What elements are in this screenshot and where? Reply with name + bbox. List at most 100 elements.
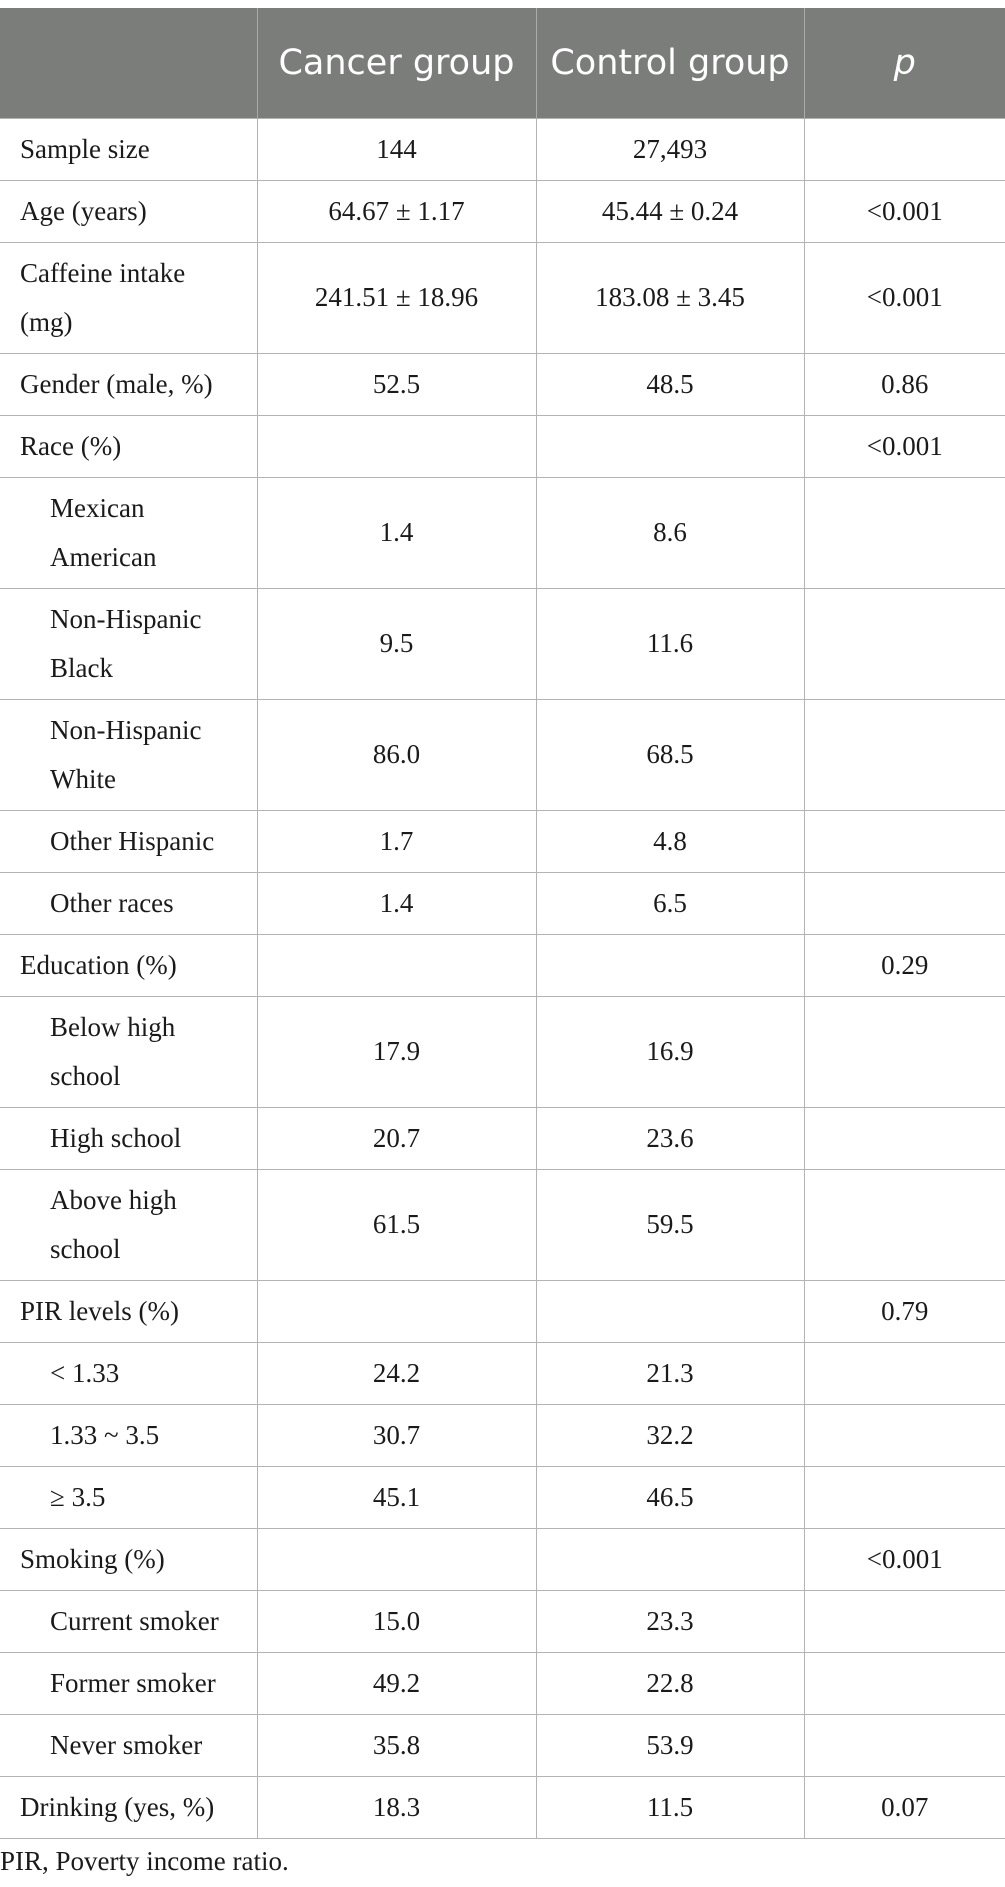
p-value [803, 476, 1005, 589]
header-label [0, 8, 257, 118]
cancer-group-value: 1.4 [256, 871, 537, 935]
table-row: Non-Hispanic White 86.0 68.5 [0, 698, 1005, 811]
table-row: < 1.33 24.2 21.3 [0, 1341, 1005, 1405]
row-label: Caffeine intake (mg) [0, 241, 258, 354]
control-group-value: 4.8 [535, 809, 805, 873]
cancer-group-value: 52.5 [256, 352, 537, 416]
cancer-group-value: 49.2 [256, 1651, 537, 1715]
p-value [803, 1651, 1005, 1715]
row-label: Above high school [0, 1168, 258, 1281]
row-label: Below high school [0, 995, 258, 1108]
control-group-value [535, 933, 805, 997]
control-group-value: 27,493 [535, 117, 805, 181]
row-label: Gender (male, %) [0, 352, 258, 416]
row-label: Other races [0, 871, 258, 935]
cancer-group-value: 15.0 [256, 1589, 537, 1653]
control-group-value [535, 1527, 805, 1591]
cancer-group-value: 64.67 ± 1.17 [256, 179, 537, 243]
cancer-group-value: 1.7 [256, 809, 537, 873]
p-value [803, 1465, 1005, 1529]
p-value [803, 1589, 1005, 1653]
control-group-value [535, 1279, 805, 1343]
p-value: 0.29 [803, 933, 1005, 997]
header-p-value: p [803, 8, 1005, 118]
control-group-value: 22.8 [535, 1651, 805, 1715]
control-group-value: 16.9 [535, 995, 805, 1108]
table-row: Below high school 17.9 16.9 [0, 995, 1005, 1108]
table-row: Never smoker 35.8 53.9 [0, 1713, 1005, 1777]
cancer-group-value: 17.9 [256, 995, 537, 1108]
p-value: 0.07 [803, 1775, 1005, 1839]
table-row: Education (%) 0.29 [0, 933, 1005, 997]
p-value: <0.001 [803, 414, 1005, 478]
cancer-group-value: 30.7 [256, 1403, 537, 1467]
header-cancer-group: Cancer group [256, 8, 536, 118]
table-row: Sample size 144 27,493 [0, 117, 1005, 181]
cancer-group-value: 61.5 [256, 1168, 537, 1281]
cancer-group-value [256, 1279, 537, 1343]
control-group-value: 6.5 [535, 871, 805, 935]
table-row: Above high school 61.5 59.5 [0, 1168, 1005, 1281]
p-value: <0.001 [803, 1527, 1005, 1591]
table-row: Mexican American 1.4 8.6 [0, 476, 1005, 589]
p-value [803, 871, 1005, 935]
table-row: Drinking (yes, %) 18.3 11.5 0.07 [0, 1775, 1005, 1839]
control-group-value: 23.6 [535, 1106, 805, 1170]
control-group-value: 48.5 [535, 352, 805, 416]
table-row: ≥ 3.5 45.1 46.5 [0, 1465, 1005, 1529]
table-row: Age (years) 64.67 ± 1.17 45.44 ± 0.24 <0.00… [0, 179, 1005, 243]
table-row: Race (%) <0.001 [0, 414, 1005, 478]
cancer-group-value: 241.51 ± 18.96 [256, 241, 537, 354]
cancer-group-value: 86.0 [256, 698, 537, 811]
table-row: Non-Hispanic Black 9.5 11.6 [0, 587, 1005, 700]
row-label: Non-Hispanic White [0, 698, 258, 811]
row-label: Non-Hispanic Black [0, 587, 258, 700]
p-value [803, 995, 1005, 1108]
row-label: Race (%) [0, 414, 258, 478]
table-row: Smoking (%) <0.001 [0, 1527, 1005, 1591]
table-row: Other Hispanic 1.7 4.8 [0, 809, 1005, 873]
p-value [803, 1168, 1005, 1281]
control-group-value: 8.6 [535, 476, 805, 589]
p-value [803, 587, 1005, 700]
cancer-group-value: 18.3 [256, 1775, 537, 1839]
cancer-group-value [256, 933, 537, 997]
data-table: Cancer group Control group p Sample size… [0, 8, 1005, 1839]
control-group-value: 183.08 ± 3.45 [535, 241, 805, 354]
row-label: High school [0, 1106, 258, 1170]
cancer-group-value [256, 1527, 537, 1591]
table-row: Former smoker 49.2 22.8 [0, 1651, 1005, 1715]
footnote: PIR, Poverty income ratio. [0, 1846, 289, 1876]
control-group-value: 59.5 [535, 1168, 805, 1281]
row-label: Current smoker [0, 1589, 258, 1653]
control-group-value: 53.9 [535, 1713, 805, 1777]
row-label: Age (years) [0, 179, 258, 243]
row-label: Sample size [0, 117, 258, 181]
header-row: Cancer group Control group p [0, 8, 1005, 118]
control-group-value: 32.2 [535, 1403, 805, 1467]
row-label: < 1.33 [0, 1341, 258, 1405]
table-row: 1.33 ~ 3.5 30.7 32.2 [0, 1403, 1005, 1467]
row-label: ≥ 3.5 [0, 1465, 258, 1529]
table-row: PIR levels (%) 0.79 [0, 1279, 1005, 1343]
control-group-value: 11.5 [535, 1775, 805, 1839]
row-label: Education (%) [0, 933, 258, 997]
p-value [803, 1713, 1005, 1777]
p-value [803, 1403, 1005, 1467]
p-value: <0.001 [803, 179, 1005, 243]
control-group-value: 21.3 [535, 1341, 805, 1405]
header-control-group: Control group [535, 8, 804, 118]
table-row: Current smoker 15.0 23.3 [0, 1589, 1005, 1653]
row-label: Smoking (%) [0, 1527, 258, 1591]
table-row: Other races 1.4 6.5 [0, 871, 1005, 935]
control-group-value [535, 414, 805, 478]
p-value [803, 698, 1005, 811]
control-group-value: 11.6 [535, 587, 805, 700]
control-group-value: 46.5 [535, 1465, 805, 1529]
cancer-group-value: 20.7 [256, 1106, 537, 1170]
p-value: 0.79 [803, 1279, 1005, 1343]
control-group-value: 45.44 ± 0.24 [535, 179, 805, 243]
row-label: Never smoker [0, 1713, 258, 1777]
cancer-group-value: 144 [256, 117, 537, 181]
row-label: PIR levels (%) [0, 1279, 258, 1343]
